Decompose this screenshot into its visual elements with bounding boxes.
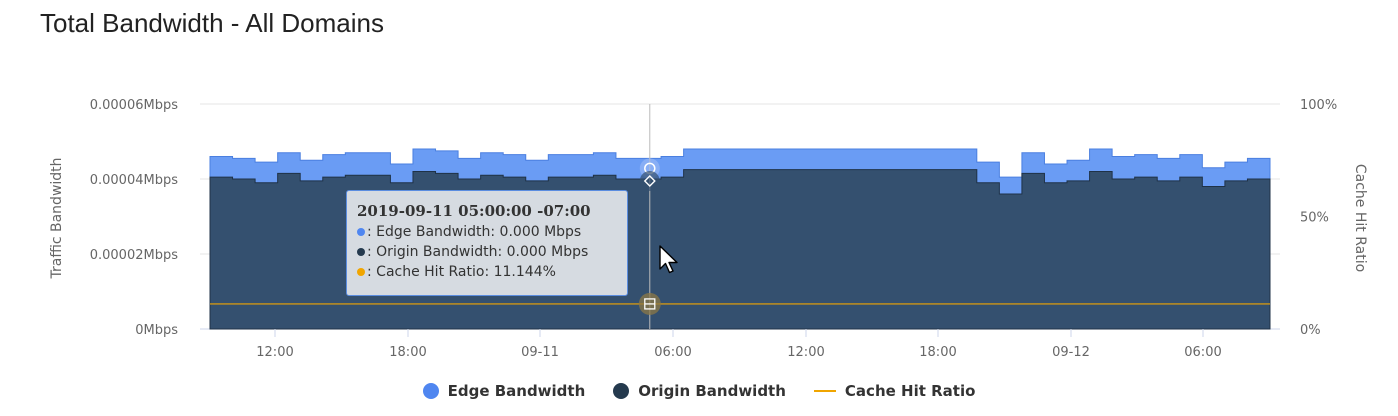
legend-item-ratio[interactable]: Cache Hit Ratio — [813, 382, 976, 400]
y-tick-label: 0Mbps — [135, 323, 178, 338]
x-tick-label: 09-11 — [521, 345, 559, 360]
y-axis-ticks: 0Mbps 0.00002Mbps 0.00004Mbps 0.00006Mbps — [90, 98, 178, 338]
x-axis-ticks: 12:00 18:00 09-11 06:00 12:00 18:00 09-12 06:00 — [256, 329, 1222, 360]
y2-axis-ticks: 0% 50% 100% — [1300, 98, 1337, 338]
tooltip-row-edge: : Edge Bandwidth: 0.000 Mbps — [357, 222, 617, 242]
origin-legend-icon — [613, 383, 630, 399]
data-tooltip: 2019-09-11 05:00:00 -07:00 : Edge Bandwi… — [346, 190, 628, 296]
legend-label-origin: Origin Bandwidth — [638, 382, 786, 400]
legend-label-ratio: Cache Hit Ratio — [844, 382, 976, 400]
edge-dot-icon — [357, 228, 365, 236]
tooltip-row-ratio: : Cache Hit Ratio: 11.144% — [357, 262, 617, 282]
x-tick-label: 12:00 — [787, 345, 824, 360]
ratio-legend-icon — [813, 390, 836, 392]
y-tick-label: 0.00002Mbps — [90, 248, 178, 263]
x-tick-label: 06:00 — [1184, 345, 1221, 360]
y2-tick-label: 50% — [1300, 211, 1329, 226]
legend-item-edge[interactable]: Edge Bandwidth — [422, 382, 586, 400]
legend-label-edge: Edge Bandwidth — [447, 382, 586, 400]
x-tick-label: 12:00 — [256, 345, 293, 360]
x-tick-label: 18:00 — [919, 345, 956, 360]
tooltip-ratio-value: : Cache Hit Ratio: 11.144% — [367, 264, 556, 280]
tooltip-edge-value: : Edge Bandwidth: 0.000 Mbps — [367, 224, 582, 240]
tooltip-row-origin: : Origin Bandwidth: 0.000 Mbps — [357, 242, 617, 262]
chart-legend: Edge Bandwidth Origin Bandwidth Cache Hi… — [0, 382, 1398, 400]
chart-title: Total Bandwidth - All Domains — [40, 8, 384, 38]
origin-hover-halo — [639, 171, 660, 191]
x-tick-label: 06:00 — [654, 345, 691, 360]
y-tick-label: 0.00004Mbps — [90, 173, 178, 188]
y2-tick-label: 0% — [1300, 323, 1321, 338]
y2-tick-label: 100% — [1300, 98, 1337, 113]
hover-indicator — [638, 104, 661, 329]
bandwidth-chart[interactable]: 0Mbps 0.00002Mbps 0.00004Mbps 0.00006Mbps 0… — [0, 0, 1398, 380]
edge-legend-icon — [422, 383, 439, 399]
origin-hover-marker — [643, 175, 656, 187]
y-tick-label: 0.00006Mbps — [90, 98, 178, 113]
mouse-pointer-icon — [659, 245, 678, 274]
legend-item-origin[interactable]: Origin Bandwidth — [613, 382, 786, 400]
x-tick-label: 18:00 — [389, 345, 426, 360]
origin-dot-icon — [357, 248, 365, 256]
y-axis-title: Traffic Bandwidth — [49, 157, 65, 279]
x-tick-label: 09-12 — [1052, 345, 1090, 360]
ratio-dot-icon — [357, 268, 365, 276]
tooltip-origin-value: : Origin Bandwidth: 0.000 Mbps — [367, 244, 589, 260]
tooltip-title: 2019-09-11 05:00:00 -07:00 — [357, 202, 591, 220]
y2-axis-title: Cache Hit Ratio — [1352, 164, 1368, 272]
